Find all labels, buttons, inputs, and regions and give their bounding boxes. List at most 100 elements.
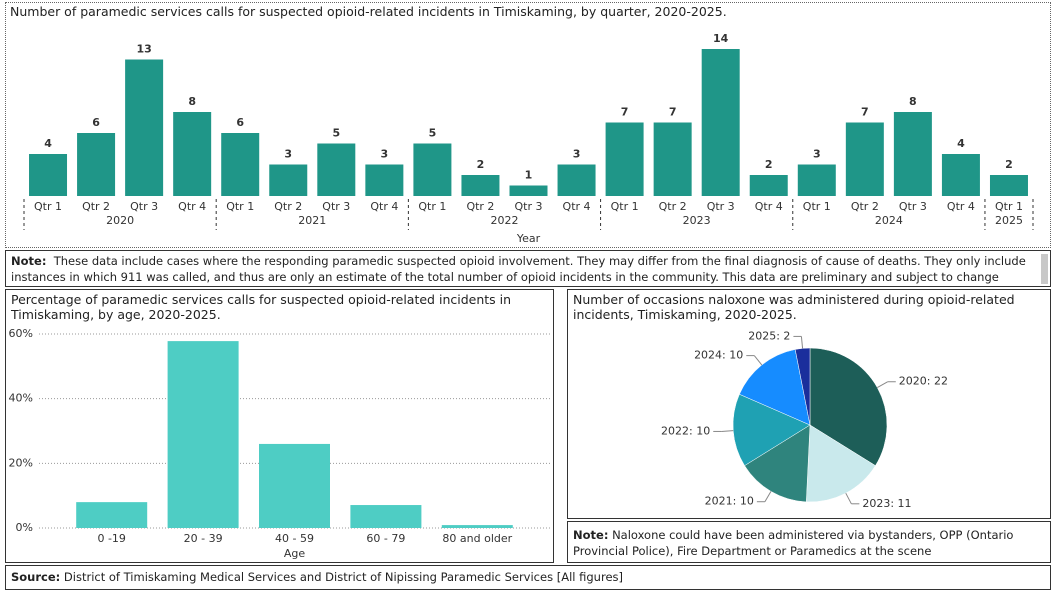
leader-line [800, 336, 804, 349]
bar [76, 502, 148, 528]
x-tick-label: 60 - 79 [366, 532, 405, 545]
x-tick-label: Qtr 2 [466, 200, 494, 213]
x-group-label: 2022 [490, 214, 518, 227]
leader-line [721, 430, 734, 432]
x-axis-title: Age [284, 547, 306, 560]
value-label: 8 [188, 95, 196, 108]
value-label: 4 [44, 137, 52, 150]
x-tick-label: Qtr 3 [707, 200, 735, 213]
value-label: 3 [284, 148, 292, 161]
value-label: 2 [765, 158, 773, 171]
source-text: District of Timiskaming Medical Services… [63, 570, 623, 584]
bar [989, 175, 1028, 196]
x-tick-label: 0 -19 [97, 532, 125, 545]
scrollbar[interactable] [1041, 254, 1048, 284]
y-tick-label: 40% [9, 392, 33, 405]
bar [605, 122, 644, 196]
x-group-label: 2021 [298, 214, 326, 227]
note-label: Note: [11, 254, 47, 268]
bar [893, 112, 932, 196]
slice-label: 2024: 10 [694, 349, 743, 362]
source-label: Source: [11, 570, 61, 584]
pie-slice [732, 393, 811, 466]
y-tick-label: 60% [9, 327, 33, 340]
bar [845, 122, 884, 196]
bar [29, 154, 68, 196]
pie-slice [806, 424, 876, 503]
chart-title: Number of paramedic services calls for s… [10, 4, 727, 19]
bar [653, 122, 692, 196]
x-tick-label: Qtr 1 [803, 200, 831, 213]
slice-label: 2023: 11 [862, 497, 911, 510]
bar [259, 443, 330, 528]
pie-slice [744, 424, 811, 503]
quarter-panel: Number of paramedic services calls for s… [5, 2, 1051, 248]
x-tick-label: Qtr 2 [82, 200, 110, 213]
age-panel: Percentage of paramedic services calls f… [5, 289, 554, 563]
slice-label: 2025: 2 [748, 329, 790, 342]
x-tick-label: 20 - 39 [184, 532, 223, 545]
y-tick-label: 0% [16, 521, 33, 534]
bar [797, 164, 836, 196]
x-tick-label: Qtr 4 [563, 200, 591, 213]
bar [125, 59, 164, 196]
x-tick-label: Qtr 3 [322, 200, 350, 213]
value-label: 2 [1005, 158, 1013, 171]
value-label: 13 [136, 43, 151, 56]
value-label: 3 [573, 148, 581, 161]
x-tick-label: Qtr 3 [899, 200, 927, 213]
x-tick-label: Qtr 1 [611, 200, 639, 213]
bar [557, 164, 596, 196]
bar [941, 154, 980, 196]
note-text: These data include cases where the respo… [11, 254, 1026, 284]
x-tick-label: Qtr 4 [755, 200, 783, 213]
naloxone-note: Note: Naloxone could have been administe… [567, 521, 1051, 563]
leader-line [753, 355, 763, 366]
value-label: 7 [861, 106, 869, 119]
bar [441, 525, 513, 528]
value-label: 4 [957, 137, 965, 150]
value-label: 6 [92, 116, 100, 129]
leader-line [877, 381, 889, 389]
note-text: Naloxone could have been administered vi… [573, 528, 1014, 558]
slice-label: 2021: 10 [705, 495, 754, 508]
x-tick-label: Qtr 3 [130, 200, 158, 213]
leader-line [845, 492, 852, 505]
value-label: 8 [909, 95, 917, 108]
value-label: 7 [621, 106, 629, 119]
bar [461, 175, 500, 196]
value-label: 5 [332, 127, 340, 140]
value-label: 6 [236, 116, 244, 129]
pie-slice [739, 349, 811, 426]
bar [365, 164, 404, 196]
value-label: 14 [713, 32, 729, 45]
value-label: 7 [669, 106, 677, 119]
x-tick-label: Qtr 2 [659, 200, 687, 213]
slice-label: 2022: 10 [661, 424, 710, 437]
x-tick-label: Qtr 1 [418, 200, 446, 213]
pie-slice [809, 347, 888, 466]
bar [413, 143, 452, 196]
x-tick-label: Qtr 2 [851, 200, 879, 213]
bar [509, 185, 548, 196]
value-label: 3 [381, 148, 389, 161]
bar [701, 49, 740, 196]
bar [221, 133, 260, 196]
x-group-label: 2024 [875, 214, 903, 227]
value-label: 5 [429, 127, 437, 140]
x-tick-label: Qtr 4 [370, 200, 398, 213]
x-group-label: 2023 [683, 214, 711, 227]
x-tick-label: Qtr 1 [995, 200, 1023, 213]
x-group-label: 2025 [995, 214, 1023, 227]
bar [173, 112, 212, 196]
age-chart: 0% 20% 40% 60% 0 -19 20 - 39 40 - 59 60 - 79 80 … [9, 327, 551, 560]
x-tick-label: 40 - 59 [275, 532, 314, 545]
slice-label: 2020: 22 [899, 375, 948, 388]
value-label: 2 [477, 158, 485, 171]
bar [317, 143, 356, 196]
value-label: 3 [813, 148, 821, 161]
source-box: Source: District of Timiskaming Medical … [5, 565, 1051, 590]
note-box: Note: These data include cases where the… [5, 250, 1051, 287]
bar [269, 164, 308, 196]
